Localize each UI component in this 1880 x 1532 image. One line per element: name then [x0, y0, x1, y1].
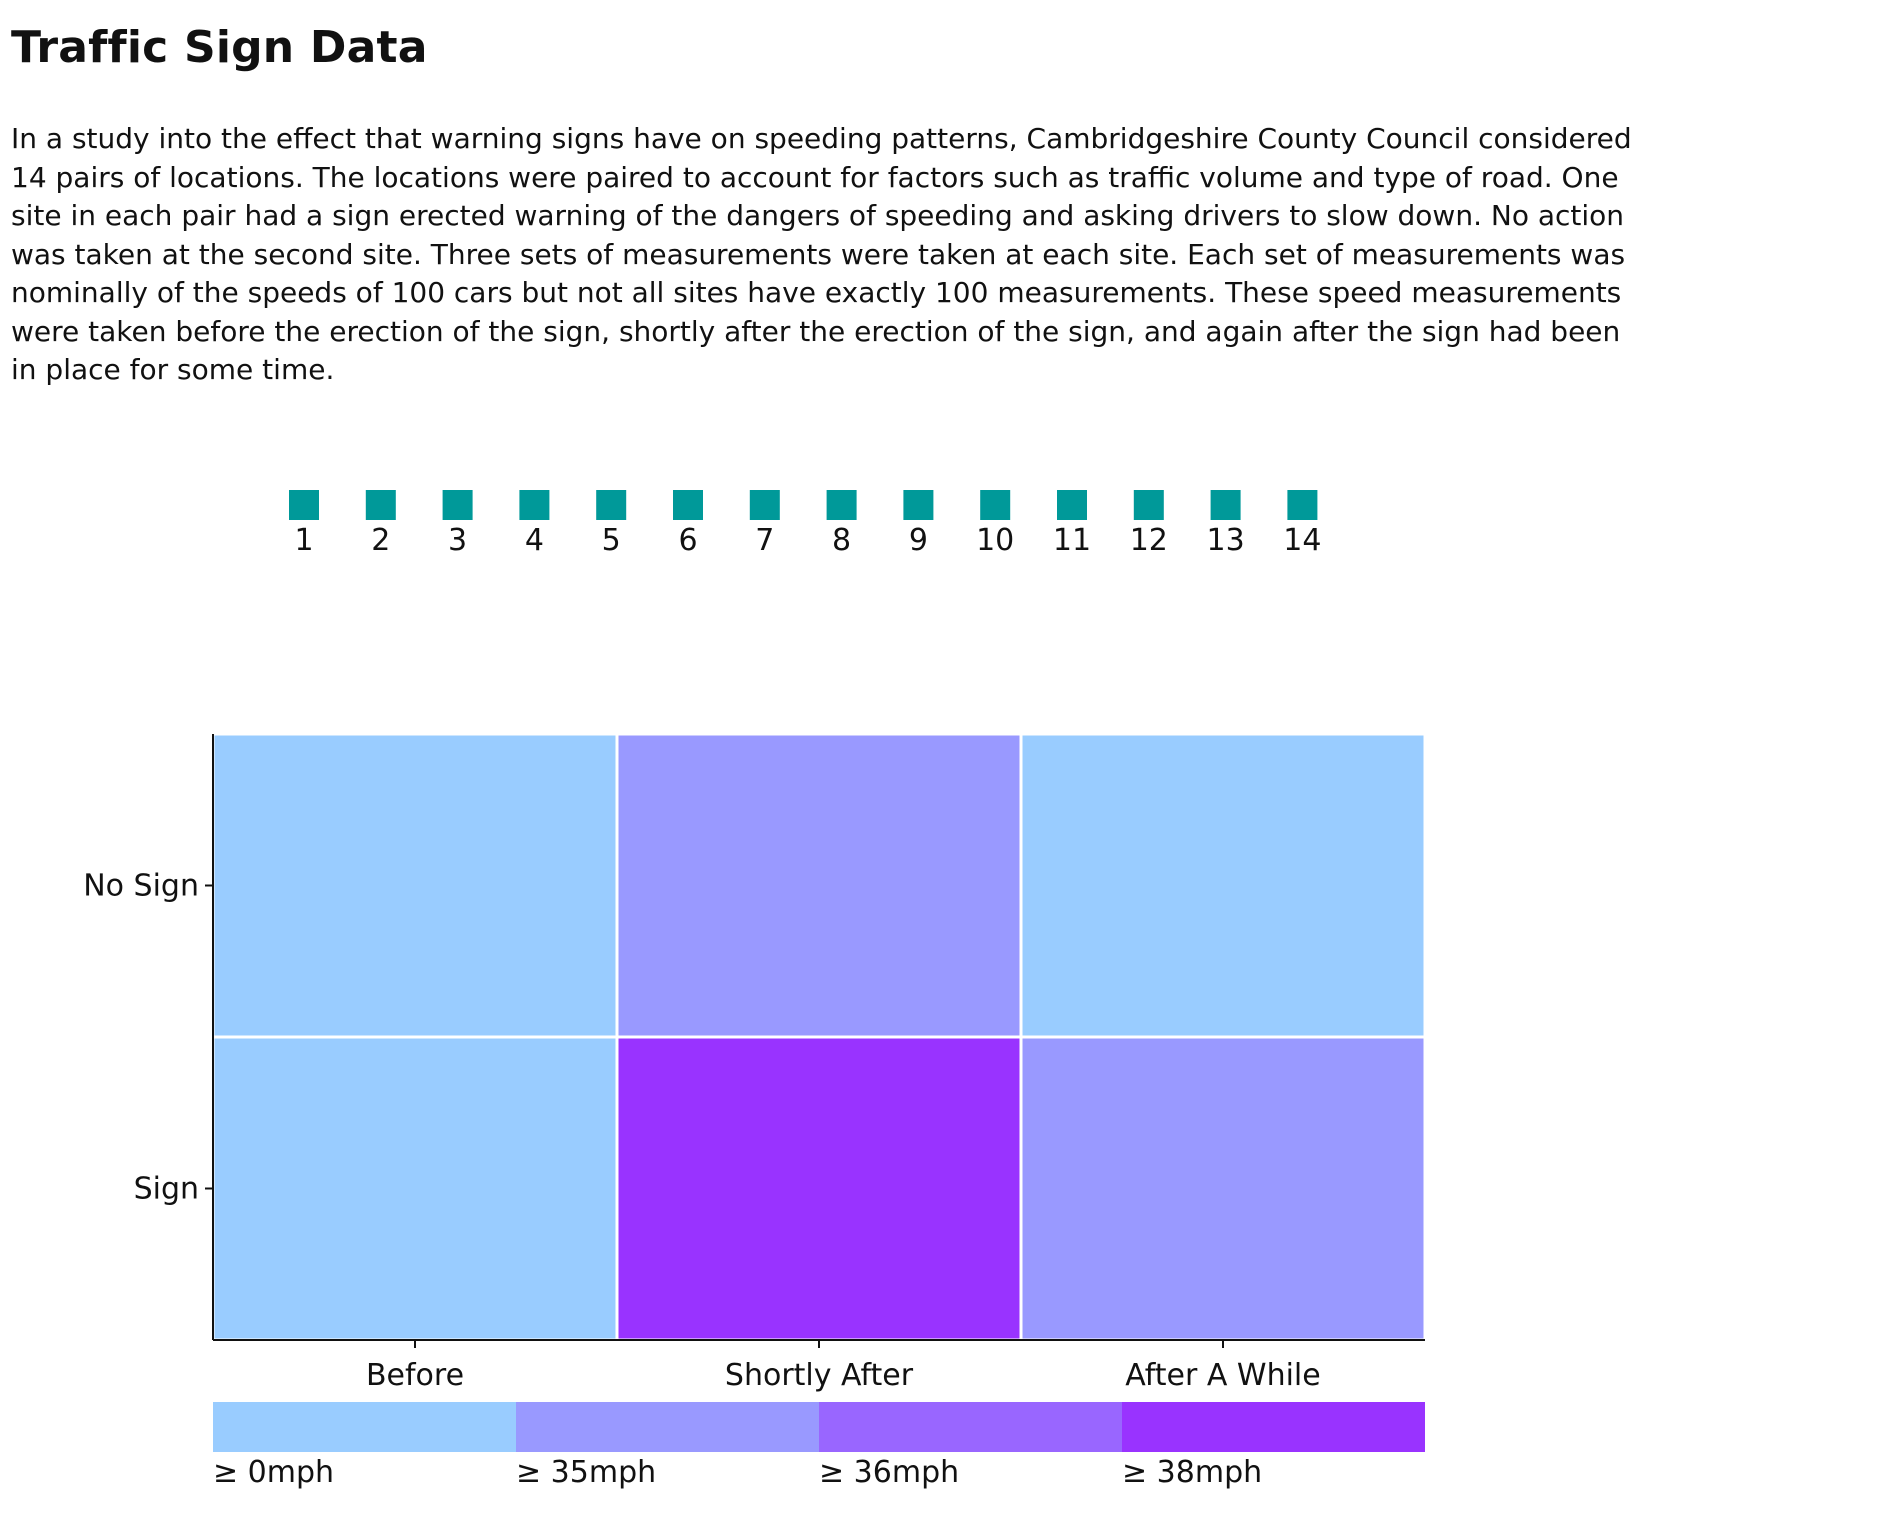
site-3-label: 3 — [448, 523, 467, 558]
x-tick-label-0: Before — [366, 1358, 464, 1393]
site-1-label: 1 — [294, 523, 313, 558]
site-6-toggle[interactable] — [673, 490, 703, 520]
site-2-label: 2 — [371, 523, 390, 558]
site-1-toggle[interactable] — [289, 490, 319, 520]
site-4-toggle[interactable] — [519, 490, 550, 520]
site-12-label: 12 — [1130, 523, 1168, 558]
x-tick-label-2: After A While — [1125, 1358, 1320, 1393]
legend-label-2: ≥ 36mph — [819, 1455, 959, 1490]
site-10-toggle[interactable] — [980, 490, 1011, 520]
site-6-label: 6 — [678, 523, 697, 558]
x-tick-label-1: Shortly After — [725, 1358, 914, 1393]
y-tick-label-1: Sign — [134, 1172, 199, 1207]
legend-swatch-0 — [213, 1402, 516, 1452]
site-9-toggle[interactable] — [903, 490, 934, 520]
heatmap-cell-0-0[interactable] — [211, 732, 619, 1039]
site-11-label: 11 — [1053, 523, 1091, 558]
site-12-toggle[interactable] — [1133, 490, 1164, 520]
chart-axes: No Sign Sign Before Shortly After After A Wh… — [83, 734, 1425, 1393]
site-5-label: 5 — [602, 523, 621, 558]
site-selector: 1 2 3 4 5 6 7 8 9 10 11 12 13 14 — [289, 490, 1321, 558]
legend-swatch-3 — [1122, 1402, 1425, 1452]
heatmap-cells — [211, 732, 1427, 1342]
legend-swatch-1 — [516, 1402, 819, 1452]
site-8-toggle[interactable] — [826, 490, 857, 520]
legend-label-0: ≥ 0mph — [213, 1455, 334, 1490]
page-title: Traffic Sign Data — [11, 22, 428, 73]
color-legend: ≥ 0mph ≥ 35mph ≥ 36mph ≥ 38mph — [213, 1402, 1425, 1490]
site-13-toggle[interactable] — [1210, 490, 1241, 520]
site-5-toggle[interactable] — [596, 490, 627, 520]
legend-swatch-2 — [819, 1402, 1122, 1452]
legend-label-1: ≥ 35mph — [516, 1455, 656, 1490]
heatmap-cell-1-1[interactable] — [615, 1035, 1023, 1342]
legend-label-3: ≥ 38mph — [1122, 1455, 1262, 1490]
site-10-label: 10 — [976, 523, 1014, 558]
site-9-label: 9 — [909, 523, 928, 558]
site-14-label: 14 — [1283, 523, 1321, 558]
site-11-toggle[interactable] — [1057, 490, 1087, 520]
page-description: In a study into the effect that warning … — [11, 122, 1632, 386]
heatmap-cell-1-2[interactable] — [1019, 1035, 1427, 1342]
heatmap-cell-1-0[interactable] — [211, 1035, 619, 1342]
site-14-toggle[interactable] — [1287, 490, 1318, 520]
site-4-label: 4 — [525, 523, 544, 558]
site-3-toggle[interactable] — [442, 490, 473, 520]
site-8-label: 8 — [832, 523, 851, 558]
site-2-toggle[interactable] — [365, 490, 396, 520]
heatmap-cell-0-1[interactable] — [615, 732, 1023, 1039]
y-tick-label-0: No Sign — [83, 869, 199, 904]
site-13-label: 13 — [1207, 523, 1245, 558]
site-7-toggle[interactable] — [749, 490, 780, 520]
site-7-label: 7 — [755, 523, 774, 558]
heatmap-cell-0-2[interactable] — [1019, 732, 1427, 1039]
